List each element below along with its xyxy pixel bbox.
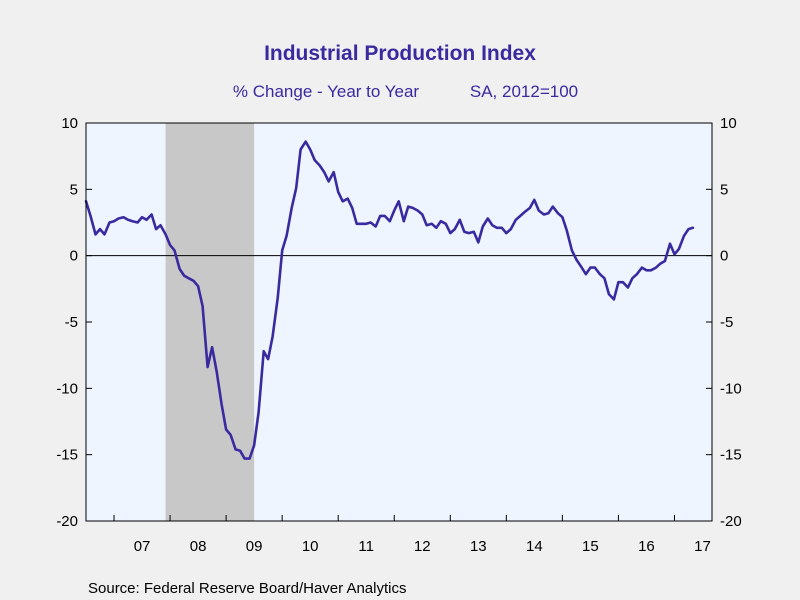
x-tick-label: 07 xyxy=(134,538,151,555)
chart-subtitle-left: % Change - Year to Year xyxy=(233,82,420,101)
chart-title: Industrial Production Index xyxy=(264,42,536,65)
x-axis-ticks: 07 08 09 10 11 12 13 14 15 16 17 xyxy=(113,515,711,555)
x-tick-label: 14 xyxy=(526,538,543,555)
y-tick-label-left: 10 xyxy=(61,115,78,132)
recession-band xyxy=(165,123,255,521)
source-note: Source: Federal Reserve Board/Haver Anal… xyxy=(88,580,406,597)
y-tick-label-left: -10 xyxy=(56,380,78,397)
recession-layer xyxy=(165,123,255,521)
x-tick-label: 09 xyxy=(246,538,263,555)
x-tick-label: 10 xyxy=(302,538,319,555)
y-tick-label-left: -15 xyxy=(56,447,78,464)
series-layer xyxy=(84,140,695,460)
chart-subtitle-right: SA, 2012=100 xyxy=(470,82,578,101)
y-tick-label-right: -10 xyxy=(720,380,742,397)
y-tick-label-left: 5 xyxy=(70,181,78,198)
y-tick-label-left: 0 xyxy=(70,248,78,265)
x-tick-label: 11 xyxy=(358,538,374,555)
x-tick-label: 15 xyxy=(582,538,599,555)
x-tick-label: 08 xyxy=(190,538,207,555)
series-line-0 xyxy=(84,140,695,460)
y-tick-label-right: -20 xyxy=(720,513,742,530)
x-tick-label: 12 xyxy=(414,538,431,555)
x-tick-label: 17 xyxy=(694,538,711,555)
y-axis-ticks: 10 10 5 5 0 0 -5 -5 -10 -10 -15 -15 -20 -20 xyxy=(56,115,741,530)
y-tick-label-left: -5 xyxy=(65,314,78,331)
y-tick-label-right: -15 xyxy=(720,447,742,464)
y-tick-label-right: 10 xyxy=(720,115,737,132)
y-tick-label-left: -20 xyxy=(56,513,78,530)
y-tick-label-right: -5 xyxy=(720,314,733,331)
y-tick-label-right: 0 xyxy=(720,248,728,265)
y-tick-label-right: 5 xyxy=(720,181,728,198)
x-tick-label: 13 xyxy=(470,538,487,555)
x-tick-label: 16 xyxy=(638,538,655,555)
